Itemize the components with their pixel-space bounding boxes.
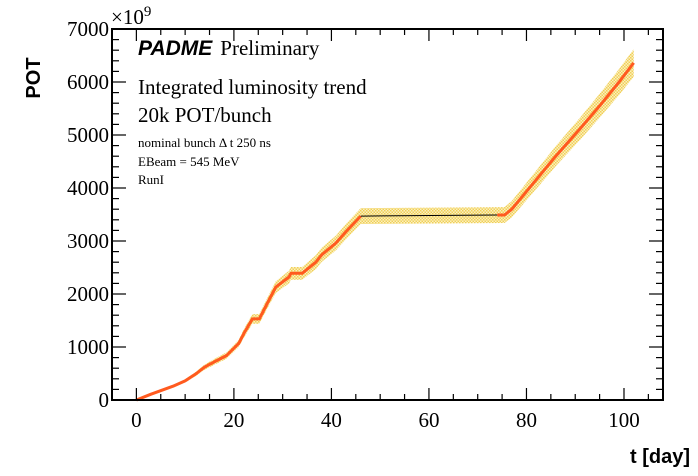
y-tick-label: 1000 <box>67 335 109 359</box>
y-tick-label: 4000 <box>67 176 109 200</box>
plot-border <box>111 28 664 401</box>
plot-frame <box>111 28 664 401</box>
y-multiplier: ×109 <box>111 4 151 29</box>
annotation-line-3: nominal bunch Δ t 250 ns <box>138 135 271 150</box>
x-tick-label: 100 <box>608 408 640 432</box>
status-label: Preliminary <box>220 36 320 60</box>
series-line-segment-1 <box>135 215 362 402</box>
y-tick-label: 3000 <box>67 229 109 253</box>
annotation-line-5: RunI <box>138 172 164 187</box>
y-multiplier-exponent: 9 <box>144 4 152 20</box>
y-tick-label: 2000 <box>67 282 109 306</box>
y-tick-label: 5000 <box>67 123 109 147</box>
x-tick-label: 80 <box>516 408 537 432</box>
annotation-line-2: 20k POT/bunch <box>138 103 272 127</box>
uncertainty-band-layer <box>136 49 634 400</box>
series-line-flat-segment <box>360 214 498 217</box>
experiment-name: PADME <box>138 37 213 60</box>
x-tick-label: 20 <box>223 408 244 432</box>
series-line-layer <box>135 61 635 402</box>
y-multiplier-base: ×10 <box>111 5 144 29</box>
x-tick-label: 60 <box>418 408 439 432</box>
y-tick-label: 6000 <box>67 70 109 94</box>
annotation-block: PADME Preliminary Integrated luminosity … <box>138 36 367 187</box>
y-tick-label: 7000 <box>67 17 109 41</box>
y-axis-title: POT <box>23 57 45 98</box>
annotation-line-1: Integrated luminosity trend <box>138 75 367 99</box>
y-tick-label: 0 <box>99 388 110 412</box>
tick-labels: 0 20 40 60 80 1000100020003000400050006000700… <box>67 17 640 432</box>
x-tick-label: 0 <box>131 408 142 432</box>
x-tick-label: 40 <box>321 408 342 432</box>
padme-label: PADME Preliminary <box>138 36 320 60</box>
x-axis-title: t [day] <box>630 446 690 468</box>
annotation-line-4: EBeam = 545 MeV <box>138 154 240 169</box>
axis-ticks <box>112 28 663 401</box>
uncertainty-band <box>136 49 634 400</box>
